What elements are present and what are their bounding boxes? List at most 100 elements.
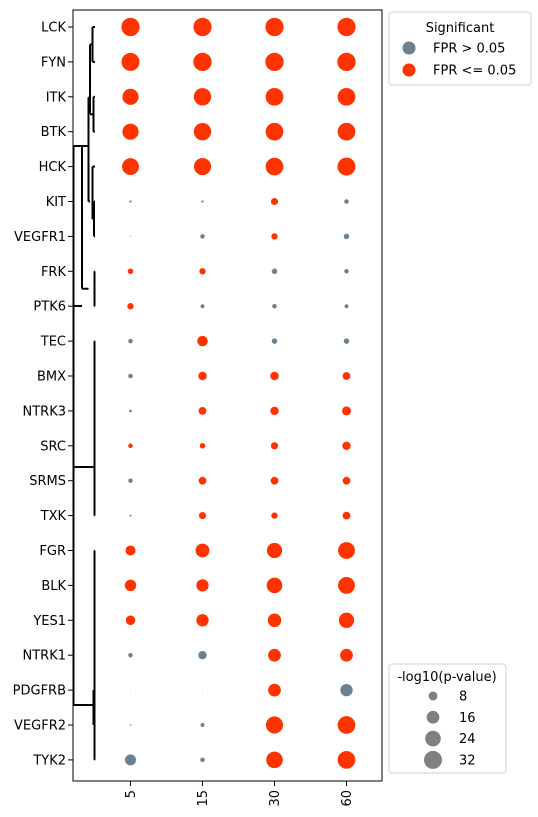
data-point [121,17,140,37]
legend-marker [425,730,441,747]
legend-label: FPR <= 0.05 [433,64,516,79]
y-tick-label: SRMS [29,474,66,489]
data-point [128,478,133,483]
y-tick-label: VEGFR1 [14,230,66,245]
data-point [200,234,205,239]
data-point [198,650,207,660]
data-point [128,443,133,449]
data-point [124,579,137,592]
y-tick-label: TEC [40,335,66,350]
data-point [344,304,349,309]
data-point [268,683,281,697]
data-point [195,543,210,558]
data-point [270,406,279,416]
data-point [127,268,134,275]
data-point [271,233,278,240]
data-point [337,716,356,734]
legend-box [388,663,507,774]
y-tick-label: VEGFR2 [14,719,66,734]
data-point [129,514,132,517]
data-point [337,87,356,106]
data-point [343,233,350,240]
data-point [340,648,353,662]
data-point [196,579,209,592]
data-point [198,407,207,415]
data-point [266,577,283,594]
x-tick-label: 15 [196,790,211,807]
data-point [129,200,132,203]
legend-marker [428,691,438,701]
data-point [200,757,205,763]
legend-title: Significant [426,21,495,36]
data-point [199,443,206,449]
data-point [344,199,349,204]
data-point [337,52,356,72]
data-point [337,17,356,37]
data-point [267,613,282,628]
data-point [338,612,355,628]
data-point [271,268,278,275]
y-tick-label: TYK2 [32,753,66,768]
data-point [337,157,356,176]
y-tick-label: BLK [41,579,66,594]
data-point [193,158,212,176]
data-point [122,123,139,140]
y-axis: LCK FYN ITK BTK HCK KIT VEGFR1 FRK PTK6 TEC BMX NTR… [13,21,73,768]
x-tick-label: 60 [340,790,355,807]
data-point [270,197,279,206]
data-point [121,52,140,71]
data-point [129,724,132,726]
data-point [198,371,207,381]
data-point [125,545,136,556]
data-point [266,542,283,559]
data-point [265,716,284,734]
data-point [337,122,356,141]
data-point [200,723,205,727]
data-point [193,88,212,106]
data-point [199,268,206,275]
y-tick-label: FYN [41,55,66,70]
legend-title: -log10(p-value) [397,670,496,685]
data-point [266,751,283,769]
data-point [265,17,284,37]
data-point [193,17,212,37]
y-tick-label: KIT [46,195,66,210]
y-tick-label: ITK [46,90,67,105]
data-point [272,303,277,309]
data-point [125,615,136,626]
legend-marker [402,63,416,77]
data-point [270,442,279,450]
data-point [270,371,279,381]
x-tick-label: 5 [124,790,139,798]
row-dendrogram [72,26,96,761]
y-tick-label: BTK [41,125,67,140]
data-point [128,338,133,344]
data-point [198,512,207,520]
x-axis: 5 15 30 60 [124,781,355,807]
data-point [343,338,350,344]
legend-marker [402,41,416,55]
data-point [122,158,139,176]
data-point [200,304,205,309]
data-point [129,235,132,237]
data-point [265,52,284,72]
y-tick-label: SRC [40,439,66,454]
legend-box [388,11,532,86]
y-tick-label: LCK [41,21,66,36]
data-points [121,17,356,769]
data-point [340,683,353,697]
legend-label: 16 [459,711,476,726]
data-point [265,157,284,176]
data-point [130,689,131,691]
data-point [197,335,208,347]
data-point [198,476,207,485]
data-point [193,52,212,72]
data-point [338,576,355,594]
data-point [342,372,351,380]
y-tick-label: FGR [39,544,66,559]
y-tick-label: YES1 [32,614,66,629]
data-point [344,269,349,274]
data-point [270,476,279,485]
data-point [128,373,133,379]
